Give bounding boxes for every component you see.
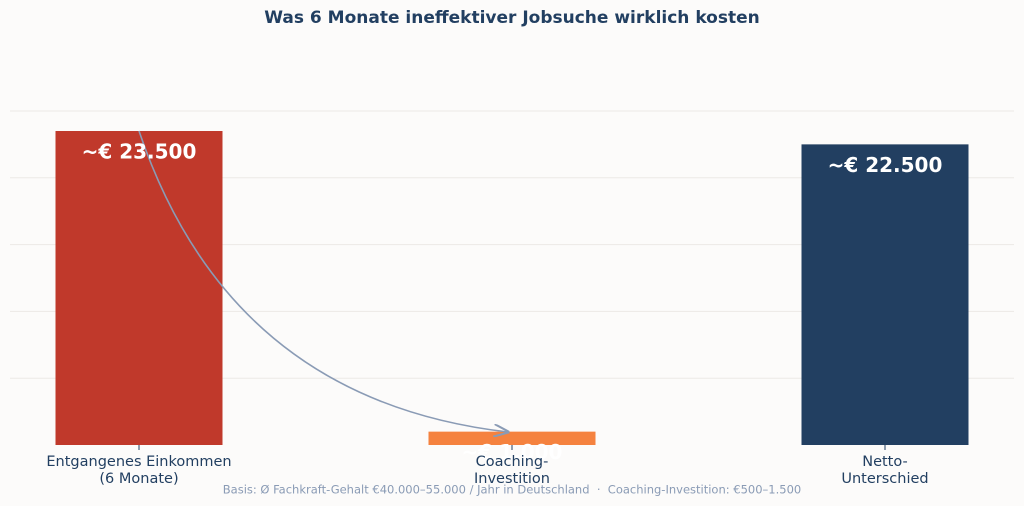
arrow [138,130,508,432]
value-label: ~€ 23.500 [82,140,197,164]
x-tick-label: Coaching-Investition [474,454,550,487]
bar [55,131,223,445]
x-tick-label: Entgangenes Einkommen (6 Monate) [46,454,231,487]
value-label: ~€ 22.500 [828,153,943,177]
labels: ~€ 23.500 Entgangenes Einkommen (6 Monate)… [46,140,942,487]
x-tick-label: Netto-Unterschied [841,454,928,487]
bar [428,431,596,445]
chart-title: Was 6 Monate ineffektiver Jobsuche wirkl… [264,8,759,28]
footnote: Basis: Ø Fachkraft-Gehalt €40.000–55.000… [223,483,801,497]
bar [801,144,969,445]
bars [55,131,969,445]
value-label: ~€ 1.000 [462,440,563,464]
